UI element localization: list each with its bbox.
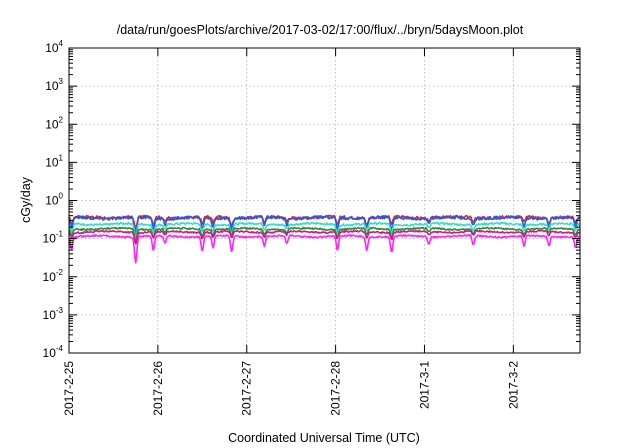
y-tick-base: 10	[45, 194, 59, 208]
series-line-5	[68, 229, 581, 245]
y-tick-exponent: 1	[59, 153, 64, 162]
grid-layer	[69, 48, 580, 353]
x-tick-label: 2017-2-25	[62, 361, 76, 416]
y-tick-exponent: -4	[56, 344, 64, 353]
tick-layer	[68, 47, 580, 354]
x-tick-label: 2017-3-1	[417, 361, 431, 409]
y-tick-base: 10	[45, 41, 59, 55]
y-tick-label: 104	[45, 39, 63, 55]
y-tick-base: 10	[43, 346, 57, 360]
y-tick-label: 10-2	[43, 268, 64, 284]
y-tick-base: 10	[45, 117, 59, 131]
series-line-2	[68, 214, 581, 239]
y-tick-exponent: 2	[59, 115, 64, 124]
x-tick-labels: 2017-2-25 2017-2-26 2017-2-27 2017-2-28 2017…	[62, 361, 520, 416]
y-tick-exponent: -1	[56, 230, 64, 239]
series-line-3	[68, 221, 581, 239]
x-tick-label: 2017-3-2	[506, 361, 520, 409]
y-tick-exponent: 3	[59, 77, 64, 86]
x-tick-label: 2017-2-28	[329, 361, 343, 416]
y-tick-label: 103	[45, 77, 63, 93]
y-axis-label: cGy/day	[19, 176, 33, 223]
y-tick-label: 10-1	[43, 230, 64, 246]
y-tick-label: 10-4	[43, 344, 64, 360]
y-tick-label: 10-3	[43, 306, 64, 322]
y-tick-base: 10	[43, 308, 57, 322]
x-tick-label: 2017-2-26	[151, 361, 165, 416]
y-tick-base: 10	[43, 270, 57, 284]
y-tick-exponent: -2	[56, 268, 64, 277]
y-tick-base: 10	[45, 155, 59, 169]
y-tick-label: 102	[45, 115, 63, 131]
x-tick-label: 2017-2-27	[240, 361, 254, 416]
y-tick-base: 10	[43, 232, 57, 246]
y-tick-label: 100	[45, 192, 63, 208]
y-tick-exponent: 0	[59, 192, 64, 201]
series-line-6	[68, 234, 581, 264]
y-tick-exponent: -3	[56, 306, 64, 315]
y-tick-label: 101	[45, 153, 63, 169]
y-tick-base: 10	[45, 79, 59, 93]
series-layer	[68, 214, 581, 264]
y-tick-exponent: 4	[59, 39, 64, 48]
x-axis-label: Coordinated Universal Time (UTC)	[228, 431, 420, 445]
chart-title: /data/run/goesPlots/archive/2017-03-02/1…	[117, 23, 524, 37]
